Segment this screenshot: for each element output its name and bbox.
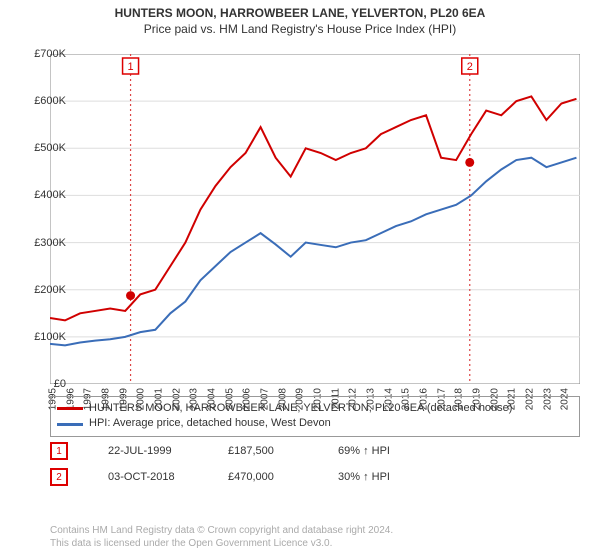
y-axis-label: £100K (22, 331, 66, 343)
sale-markers-table: 1 22-JUL-1999 £187,500 69% ↑ HPI 2 03-OC… (50, 442, 390, 494)
footer-line-2: This data is licensed under the Open Gov… (50, 537, 393, 550)
sale-delta: 69% ↑ HPI (338, 445, 390, 457)
legend-swatch (57, 423, 83, 426)
sale-badge-icon: 2 (50, 468, 68, 486)
svg-text:1: 1 (127, 61, 133, 73)
sale-price: £470,000 (228, 471, 298, 483)
y-axis-label: £500K (22, 142, 66, 154)
footer-attribution: Contains HM Land Registry data © Crown c… (50, 524, 393, 550)
legend-label: HUNTERS MOON, HARROWBEER LANE, YELVERTON… (89, 401, 512, 416)
y-axis-label: £400K (22, 189, 66, 201)
sale-delta: 30% ↑ HPI (338, 471, 390, 483)
legend-label: HPI: Average price, detached house, West… (89, 416, 331, 431)
y-axis-label: £200K (22, 284, 66, 296)
footer-line-1: Contains HM Land Registry data © Crown c… (50, 524, 393, 537)
title-line-1: HUNTERS MOON, HARROWBEER LANE, YELVERTON… (0, 6, 600, 20)
sale-row: 2 03-OCT-2018 £470,000 30% ↑ HPI (50, 468, 390, 486)
y-axis-label: £300K (22, 237, 66, 249)
sale-date: 22-JUL-1999 (108, 445, 188, 457)
sale-price: £187,500 (228, 445, 298, 457)
legend-swatch (57, 407, 83, 410)
legend-item: HPI: Average price, detached house, West… (57, 416, 573, 431)
sale-row: 1 22-JUL-1999 £187,500 69% ↑ HPI (50, 442, 390, 460)
svg-text:2: 2 (467, 61, 473, 73)
y-axis-label: £600K (22, 95, 66, 107)
legend: HUNTERS MOON, HARROWBEER LANE, YELVERTON… (50, 396, 580, 437)
y-axis-label: £700K (22, 48, 66, 60)
legend-item: HUNTERS MOON, HARROWBEER LANE, YELVERTON… (57, 401, 573, 416)
sale-badge-icon: 1 (50, 442, 68, 460)
title-line-2: Price paid vs. HM Land Registry's House … (0, 22, 600, 36)
price-chart: 12 (50, 54, 580, 384)
y-axis-label: £0 (22, 378, 66, 390)
sale-date: 03-OCT-2018 (108, 471, 188, 483)
chart-titles: HUNTERS MOON, HARROWBEER LANE, YELVERTON… (0, 0, 600, 36)
